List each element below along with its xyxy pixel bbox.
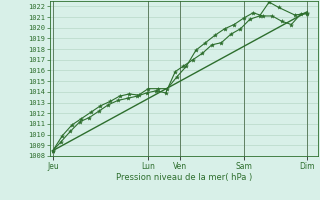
X-axis label: Pression niveau de la mer( hPa ): Pression niveau de la mer( hPa ) — [116, 173, 252, 182]
